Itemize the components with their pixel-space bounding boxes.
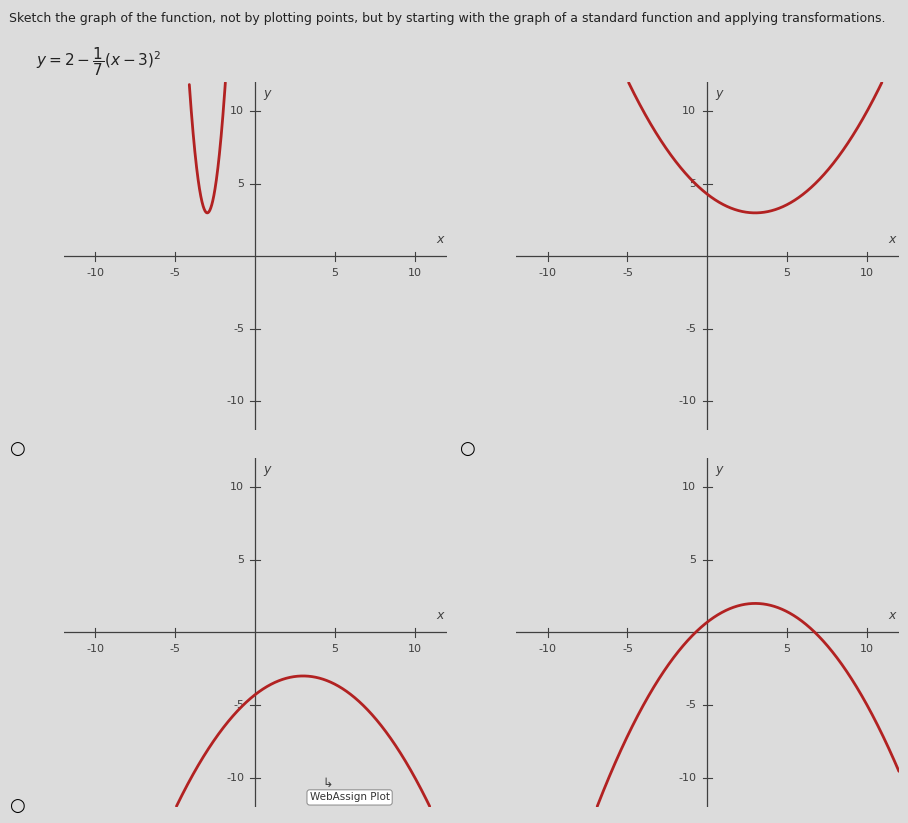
Text: -10: -10 <box>678 397 696 407</box>
Text: -5: -5 <box>622 644 633 654</box>
Text: WebAssign Plot: WebAssign Plot <box>310 793 390 802</box>
Text: ○: ○ <box>9 797 25 815</box>
Text: 10: 10 <box>682 482 696 492</box>
Text: 5: 5 <box>331 644 339 654</box>
Text: -10: -10 <box>86 644 104 654</box>
Text: 5: 5 <box>237 555 244 565</box>
Text: y: y <box>263 463 271 476</box>
Text: Sketch the graph of the function, not by plotting points, but by starting with t: Sketch the graph of the function, not by… <box>9 12 885 26</box>
Text: 5: 5 <box>689 555 696 565</box>
Text: 10: 10 <box>230 482 244 492</box>
Text: x: x <box>436 233 444 246</box>
Text: -5: -5 <box>686 324 696 334</box>
Text: -5: -5 <box>686 700 696 710</box>
Text: -10: -10 <box>678 773 696 783</box>
Text: -5: -5 <box>170 644 181 654</box>
Text: ↳: ↳ <box>322 777 333 790</box>
Text: x: x <box>888 233 895 246</box>
Text: -10: -10 <box>86 268 104 278</box>
Text: -5: -5 <box>233 700 244 710</box>
Text: 10: 10 <box>408 268 422 278</box>
Text: -5: -5 <box>170 268 181 278</box>
Text: 10: 10 <box>408 644 422 654</box>
Text: 10: 10 <box>682 106 696 116</box>
Text: 5: 5 <box>331 268 339 278</box>
Text: ○: ○ <box>459 439 474 458</box>
Text: 5: 5 <box>784 268 791 278</box>
Text: y: y <box>716 463 723 476</box>
Text: y: y <box>716 86 723 100</box>
Text: y: y <box>263 86 271 100</box>
Text: x: x <box>888 609 895 622</box>
Text: 10: 10 <box>230 106 244 116</box>
Text: -10: -10 <box>226 397 244 407</box>
Text: 10: 10 <box>860 644 874 654</box>
Text: 5: 5 <box>689 179 696 188</box>
Text: -10: -10 <box>538 644 557 654</box>
Text: x: x <box>436 609 444 622</box>
Text: $y = 2 - \dfrac{1}{7}(x - 3)^2$: $y = 2 - \dfrac{1}{7}(x - 3)^2$ <box>36 45 162 78</box>
Text: 10: 10 <box>860 268 874 278</box>
Text: ○: ○ <box>9 439 25 458</box>
Text: 5: 5 <box>784 644 791 654</box>
Text: -10: -10 <box>538 268 557 278</box>
Text: -5: -5 <box>622 268 633 278</box>
Text: 5: 5 <box>237 179 244 188</box>
Text: -5: -5 <box>233 324 244 334</box>
Text: -10: -10 <box>226 773 244 783</box>
